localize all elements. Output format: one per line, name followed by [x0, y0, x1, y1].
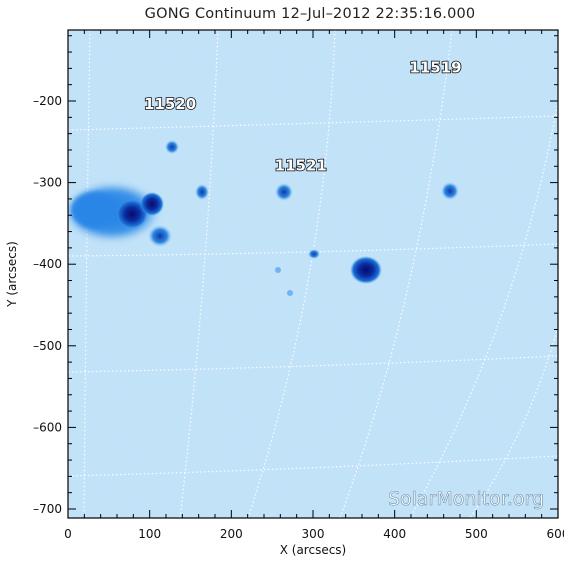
x-tick-label: 400	[383, 527, 406, 541]
x-tick-label: 200	[220, 527, 243, 541]
region-label-11520: 11520	[144, 95, 196, 113]
y-axis-tick-labels: –200 –300 –400 –500 –600 –700	[33, 94, 62, 516]
sunspot-group-11519	[441, 182, 459, 200]
y-tick-label: –200	[33, 94, 62, 108]
y-tick-label: –600	[33, 420, 62, 434]
x-tick-label: 600	[547, 527, 564, 541]
x-axis-label: X (arcsecs)	[280, 543, 347, 557]
axis-ticks	[67, 30, 559, 518]
x-tick-label: 500	[465, 527, 488, 541]
x-tick-label: 300	[302, 527, 325, 541]
y-axis-label: Y (arcsecs)	[5, 241, 19, 308]
heliographic-grid	[68, 30, 558, 518]
x-axis-tick-labels: 0 100 200 300 400 500 600	[64, 527, 564, 541]
active-region-labels: 11520 11521 11519	[143, 58, 462, 176]
x-tick-label: 0	[64, 527, 72, 541]
solar-disk-image	[68, 30, 558, 518]
region-label-11519: 11519	[409, 58, 461, 76]
image-title: GONG Continuum 12–Jul–2012 22:35:16.000	[144, 6, 476, 22]
sunspot-group-11521	[275, 183, 382, 296]
x-tick-label: 100	[138, 527, 161, 541]
region-label-11521: 11521	[275, 156, 327, 174]
sunspot-group-11520	[68, 140, 209, 247]
y-tick-label: –700	[33, 502, 62, 516]
watermark-text: SolarMonitor.org	[388, 488, 544, 510]
y-tick-label: –300	[33, 176, 62, 190]
y-tick-label: –500	[33, 339, 62, 353]
y-tick-label: –400	[33, 257, 62, 271]
